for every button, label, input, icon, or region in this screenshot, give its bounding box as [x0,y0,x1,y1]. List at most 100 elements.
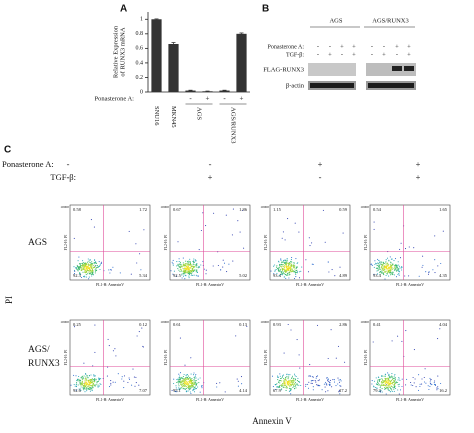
event-dot [421,266,423,268]
event-dot [397,261,399,263]
event-dot [290,381,292,383]
event-dot [307,387,310,389]
event-dot [379,268,381,271]
blot-condition-sign: - [317,43,319,50]
event-dot [283,260,285,262]
event-dot [192,274,194,276]
event-dot [279,382,281,384]
event-dot [190,373,192,375]
event-dot [315,377,317,379]
event-dot [131,384,133,386]
event-dot [184,380,186,383]
event-dot [128,378,131,381]
event-dot [195,377,197,379]
event-dot [106,375,108,377]
event-dot [193,379,195,381]
event-dot [87,258,89,260]
event-dot [390,265,392,267]
event-dot [281,376,284,378]
blot-strip [366,63,416,76]
event-dot [195,373,197,376]
event-dot [282,268,285,270]
event-dot [325,391,327,393]
event-dot [290,271,292,273]
event-dot [311,382,313,384]
event-dot [202,261,204,263]
event-dot [79,383,81,385]
event-dot [195,387,197,390]
event-dot [100,383,102,385]
event-dot [437,375,439,377]
event-dot [98,261,100,263]
event-dot [288,262,291,264]
event-dot [93,226,95,228]
event-dot [287,378,289,380]
event-dot [85,376,87,378]
event-dot [381,378,383,380]
event-dot [386,262,388,264]
event-dot [380,272,382,274]
event-dot [311,375,313,378]
event-dot [394,267,396,270]
event-dot [212,265,214,267]
event-dot [424,368,426,370]
event-dot [289,272,291,274]
event-dot [276,272,278,274]
event-dot [173,270,175,272]
quadrant-value: 0.61 [173,322,181,327]
event-dot [432,269,434,271]
event-dot [434,272,436,274]
event-dot [93,375,95,377]
event-dot [384,375,386,377]
event-dot [290,389,292,391]
event-dot [296,271,298,273]
quadrant-value: 0.93 [273,322,282,327]
event-dot [390,274,392,276]
event-dot [401,269,403,271]
event-dot [193,261,195,263]
event-dot [373,273,375,275]
event-dot [381,272,383,274]
event-dot [405,330,407,332]
event-dot [293,270,295,272]
blot-condition-sign: + [352,51,356,58]
event-dot [94,270,96,272]
event-dot [288,388,290,390]
event-dot [285,380,287,382]
event-dot [179,261,182,263]
event-dot [182,275,185,277]
event-dot [373,228,375,230]
plot-axis-label: FL2-H: PI [364,234,368,250]
event-dot [286,258,288,260]
event-dot [373,266,375,268]
event-dot [381,271,383,273]
event-dot [191,268,194,270]
event-dot [391,376,393,378]
event-dot [422,255,424,257]
event-dot [287,323,289,326]
event-dot [185,275,187,277]
event-dot [286,269,288,271]
event-dot [177,268,179,270]
event-dot [392,376,394,378]
event-dot [172,264,174,266]
event-dot [318,379,320,381]
event-dot [295,276,297,278]
event-dot [291,270,293,272]
event-dot [425,271,427,273]
dot-plot: 0.67 1.86 92.5 5.02 FL1-H: AnnexinV FL2-H: PI… [160,204,251,287]
event-dot [182,381,184,383]
y-tick-label: 0.8 [136,31,144,37]
dot-plot: 0.93 2.86 67.9 27.2 FL1-H: AnnexinV FL2-H: PI… [260,319,351,402]
event-dot [378,379,380,381]
event-dot [274,269,276,271]
plot-axis-max: 10000 [60,320,69,324]
event-dot [393,377,395,379]
event-dot [182,388,184,390]
event-dot [389,269,391,271]
event-dot [81,269,83,272]
event-dot [93,379,96,381]
event-dot [427,273,430,275]
event-dot [232,208,234,210]
event-dot [184,382,187,385]
